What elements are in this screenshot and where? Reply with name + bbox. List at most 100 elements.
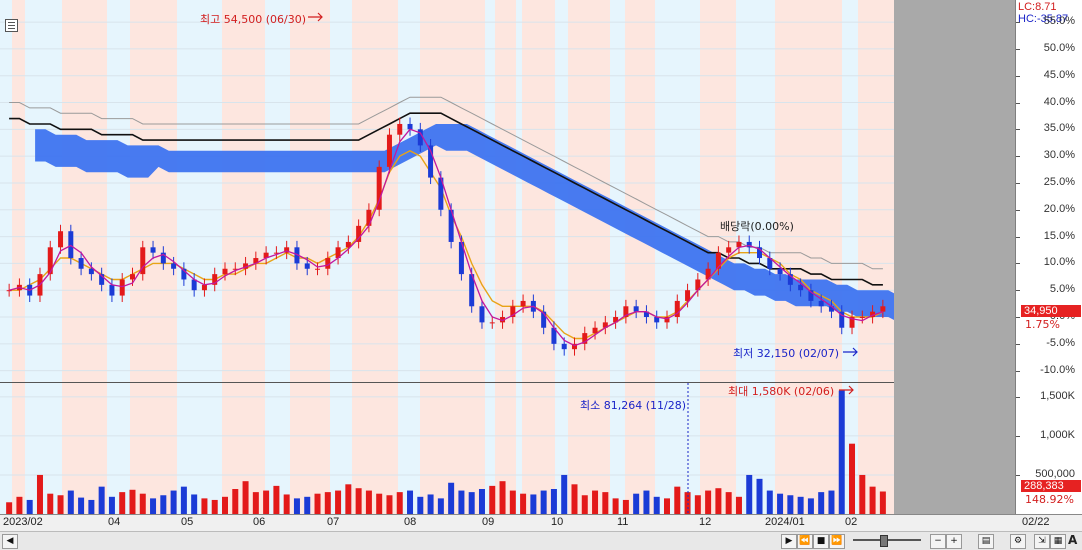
candle-body [428,145,434,178]
volume-bar [756,478,763,514]
price-chart-svg [0,0,894,382]
volume-bar [417,496,424,514]
date-axis-label: 2024/01 [765,516,805,528]
volume-bg-band [522,383,555,514]
volume-bar [828,490,835,514]
volume-bar [119,492,126,514]
candle-body [47,247,53,275]
price-axis-label: 15.0% [1043,229,1075,242]
candle-body [726,247,732,253]
volume-bar [427,494,434,514]
price-axis-label: -10.0% [1040,363,1075,376]
volume-bar [78,497,85,514]
volume-bar [849,443,856,514]
scroll-right-end-icon[interactable]: ▶ [781,534,797,549]
price-bg-band [222,0,265,382]
volume-axis-label: 500,000 [1035,467,1075,480]
rewind-icon[interactable]: ⏪ [797,534,813,549]
chart-menu-icon[interactable] [5,19,18,32]
volume-bar [232,489,239,514]
volume-bar [468,492,475,514]
zoom-slider-thumb[interactable] [880,535,888,547]
volume-bar [705,490,712,514]
volume-bar [386,495,393,514]
candle-body [582,333,588,344]
candle-body [294,247,300,264]
candle-body [859,317,865,319]
volume-axis-label: 1,500K [1040,389,1075,402]
candle-body [99,274,105,285]
volume-bar [869,486,876,514]
date-axis-label: 02 [845,516,858,528]
date-axis-label: 10 [551,516,564,528]
low-annotation: 최저 32,150 (02/07) [733,347,840,360]
zoom-out-icon[interactable]: − [930,534,946,549]
volume-bar [664,498,670,514]
expand-icon[interactable]: ⇲ [1034,534,1050,549]
price-bg-band [177,0,222,382]
volume-bar [859,474,866,514]
candle-body [520,300,526,307]
candle-body [787,274,793,285]
volume-bar [622,499,629,514]
candle-body [273,252,279,254]
price-bg-band [0,0,12,382]
price-bg-band [655,0,700,382]
volume-axis-label: 1,000K [1040,428,1075,441]
candle-body [397,123,403,135]
candle-body [304,263,310,269]
candle-body [201,284,207,291]
price-axis-label: 25.0% [1043,175,1075,188]
grid-icon[interactable]: ▦ [1050,534,1066,549]
volume-bar [201,498,208,514]
volume-bar [273,485,280,514]
zoom-in-icon[interactable]: + [946,534,962,549]
candle-body [674,300,680,318]
price-bg-band [700,0,736,382]
price-axis-tick [1016,156,1020,158]
candle-body [376,166,382,210]
candle-body [222,268,228,275]
candle-body [129,274,135,280]
volume-bar [633,493,640,514]
candle-body [417,129,423,146]
price-axis-tick [1016,48,1020,50]
volume-bar [777,493,784,514]
candle-body [777,268,783,275]
price-axis-tick [1016,236,1020,238]
volume-bar [304,496,311,514]
volume-chart-pane: 최대 1,580K (02/06) 최소 81,264 (11/28) [0,383,894,514]
volume-bar [222,496,228,514]
future-area [894,0,1015,514]
candle-body [613,317,619,323]
settings-icon[interactable]: ⚙ [1010,534,1026,549]
five-day-ma-line [8,128,884,347]
volume-bar [838,390,845,514]
volume-bar [561,474,568,514]
volume-bar [540,490,547,514]
volume-bar [191,494,198,514]
price-axis-tick [1016,102,1020,104]
date-axis-label: 05 [181,516,194,528]
scroll-left-icon[interactable]: ◀ [2,534,18,549]
auto-toggle-icon[interactable]: A [1068,533,1078,547]
volume-bar [571,484,578,514]
stop-icon[interactable]: ■ [813,534,829,549]
price-bg-band [485,0,495,382]
candle-body [335,247,341,259]
price-bg-band [330,0,352,382]
price-axis-tick [1016,263,1020,265]
candle-body [880,306,886,312]
candle-body [140,247,146,275]
price-chart-pane: 최고 54,500 (06/30) 배당락(0.00%) 최저 32,150 (… [0,0,894,382]
view-toggle-icon[interactable]: ▤ [978,534,994,549]
date-axis-label: 07 [327,516,340,528]
price-bg-band [495,0,516,382]
pane-divider[interactable] [0,382,1082,383]
price-axis-label: 35.0% [1043,122,1075,135]
candle-body [469,274,475,307]
forward-icon[interactable]: ⏩ [829,534,845,549]
volume-bar [766,490,773,514]
candle-body [325,258,331,269]
chart-scroll-bar[interactable]: ◀ ▶ ⏪ ■ ⏩ − + ▤ ⚙ ⇲ ▦ A [0,531,1082,550]
